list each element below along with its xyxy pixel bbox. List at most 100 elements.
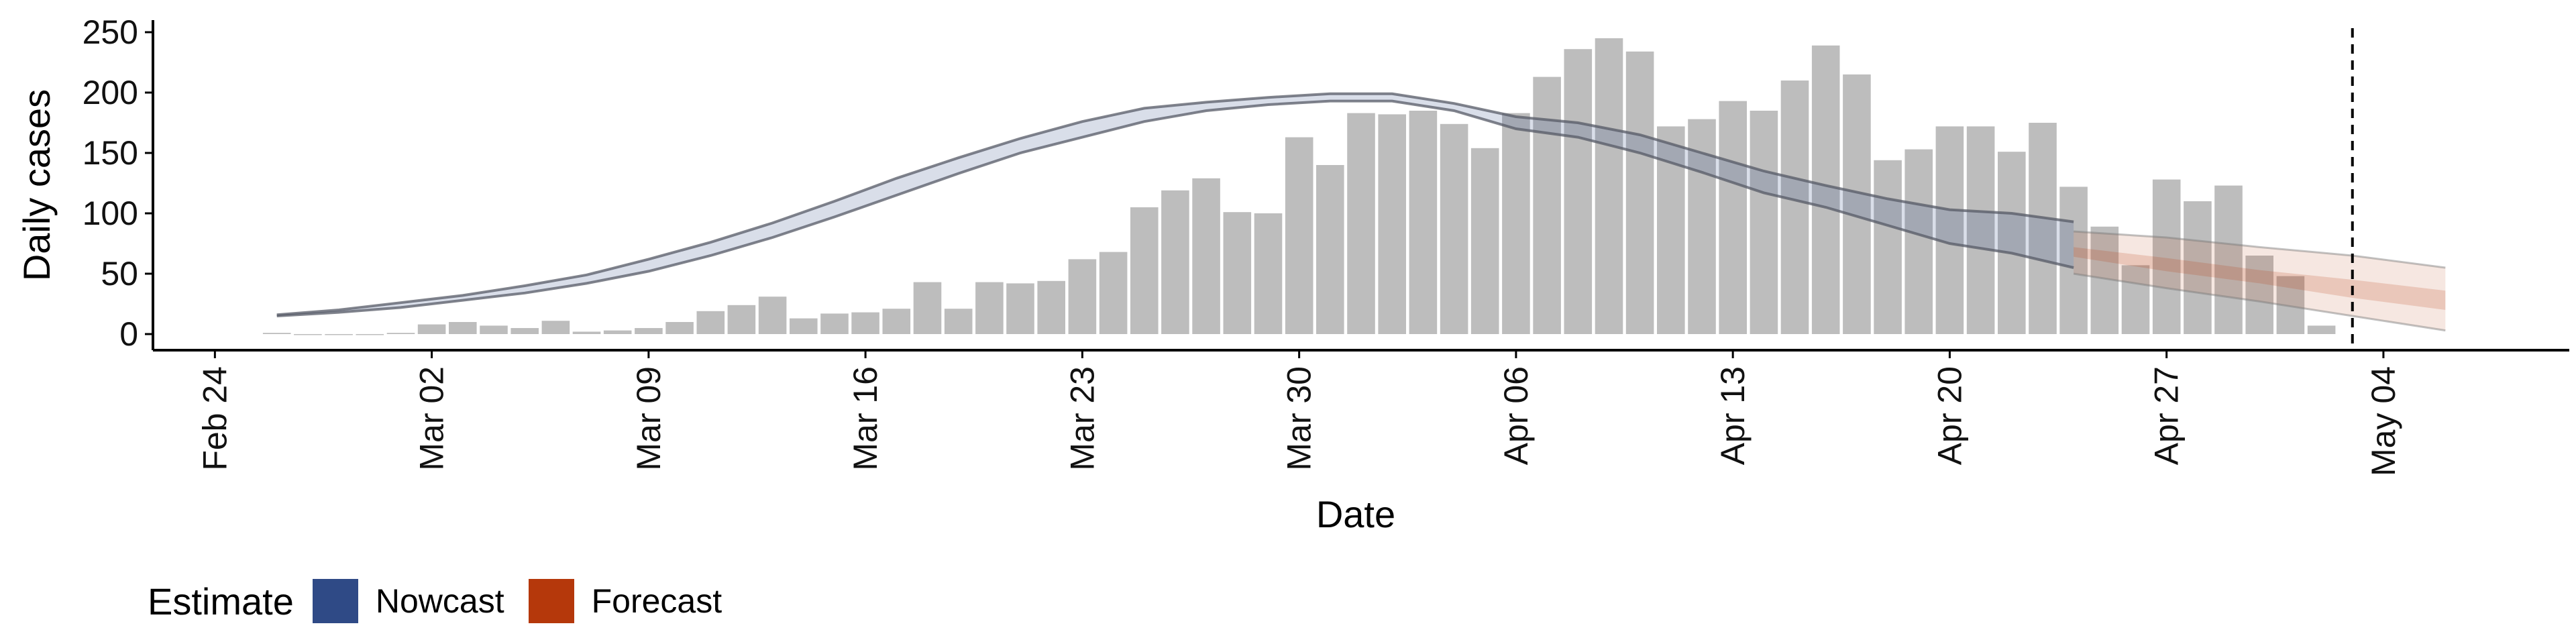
legend-key-forecast <box>528 579 574 623</box>
bar <box>603 330 632 334</box>
x-tick-label: Apr 13 <box>1714 366 1752 465</box>
bar <box>541 321 570 334</box>
bar <box>1440 123 1468 335</box>
bar <box>2276 276 2305 334</box>
bar <box>727 305 756 334</box>
bar <box>2152 179 2181 334</box>
bar <box>1966 126 1995 334</box>
legend-key-nowcast <box>312 579 358 623</box>
y-tick-label: 150 <box>83 134 138 172</box>
bar <box>2214 185 2243 334</box>
nowcast-lower-line <box>276 99 2074 317</box>
x-tick-label: Apr 06 <box>1497 366 1535 465</box>
lines-layer <box>276 92 2446 332</box>
y-tick-label: 250 <box>83 13 138 51</box>
bar <box>2307 325 2336 334</box>
bar <box>1719 101 1747 334</box>
bar <box>1099 252 1128 334</box>
bar <box>758 297 787 334</box>
x-tick-label: May 04 <box>2365 366 2402 476</box>
x-tick-label: Mar 30 <box>1281 366 1318 471</box>
bar <box>1595 38 1623 334</box>
bar <box>790 318 818 334</box>
legend-label-forecast: Forecast <box>591 582 722 620</box>
bar <box>1316 165 1344 334</box>
legend-item-forecast: Forecast <box>528 579 722 623</box>
bar <box>2059 186 2088 334</box>
x-tick-label: Apr 27 <box>2148 366 2186 465</box>
forecast-upper-line <box>2074 230 2446 269</box>
bar <box>1068 259 1097 334</box>
bar <box>1254 213 1283 334</box>
bars-layer <box>262 38 2336 335</box>
bar <box>1750 111 1778 334</box>
bar <box>1037 280 1065 334</box>
bar <box>480 325 508 334</box>
bar <box>1935 126 1964 334</box>
bar <box>1502 113 1530 334</box>
bar <box>1564 49 1593 334</box>
x-ticks: Feb 24 Mar 02 Mar 09 Mar 16 Mar 23 Mar 30 Apr … <box>196 350 2402 476</box>
bar <box>1998 152 2026 334</box>
bar <box>572 331 601 334</box>
bar <box>325 334 353 335</box>
bar <box>882 309 911 334</box>
bar <box>386 333 415 334</box>
bar <box>820 313 849 334</box>
bar <box>1161 190 1189 334</box>
bar <box>262 333 291 334</box>
x-axis-title: Date <box>1316 493 1395 535</box>
x-tick-label: Mar 16 <box>847 366 884 471</box>
bar <box>1378 114 1406 334</box>
legend: Estimate Nowcast Forecast <box>148 576 746 627</box>
bar <box>1130 207 1159 334</box>
bar <box>1006 283 1034 334</box>
bar <box>2121 265 2150 334</box>
bar <box>2184 201 2212 334</box>
bar <box>417 324 446 334</box>
y-tick-label: 200 <box>83 74 138 111</box>
bar <box>696 311 725 334</box>
bar <box>511 328 539 334</box>
bar <box>975 282 1004 334</box>
forecast-lower-line <box>2073 272 2446 332</box>
bar <box>2245 256 2273 334</box>
bar <box>913 282 942 334</box>
x-tick-label: Feb 24 <box>196 366 233 471</box>
nowcast-upper-line <box>276 92 2074 317</box>
bar <box>665 322 694 334</box>
bar <box>356 334 384 335</box>
legend-title: Estimate <box>148 580 294 623</box>
bar <box>1347 113 1375 334</box>
bar <box>1874 160 1902 335</box>
bar <box>1285 137 1313 334</box>
legend-label-nowcast: Nowcast <box>375 582 504 620</box>
bar <box>1192 178 1220 334</box>
bar <box>294 334 322 335</box>
bar <box>1533 76 1561 334</box>
bar <box>2029 123 2057 334</box>
axes-layer: 0 50 100 150 200 250 Feb 24 Mar 02 Mar 09 Mar 16… <box>15 13 2569 535</box>
bar <box>1625 51 1654 335</box>
bar <box>635 328 663 334</box>
y-axis-title: Daily cases <box>15 89 58 281</box>
x-tick-label: Apr 20 <box>1931 366 1968 465</box>
y-tick-label: 100 <box>83 195 138 232</box>
bar <box>944 309 973 334</box>
bar <box>1780 80 1809 334</box>
bar <box>1223 212 1252 334</box>
bar <box>851 312 879 334</box>
bar <box>2090 226 2119 334</box>
y-tick-label: 50 <box>101 255 138 292</box>
x-tick-label: Mar 02 <box>413 366 451 471</box>
bar <box>1811 45 1840 335</box>
legend-item-nowcast: Nowcast <box>312 579 504 623</box>
bar <box>1843 74 1871 334</box>
bar <box>449 322 477 334</box>
y-ticks: 0 50 100 150 200 250 <box>83 13 153 353</box>
bar <box>1409 111 1438 334</box>
x-tick-label: Mar 23 <box>1063 366 1101 471</box>
x-tick-label: Mar 09 <box>630 366 667 471</box>
bar <box>1904 149 1933 334</box>
